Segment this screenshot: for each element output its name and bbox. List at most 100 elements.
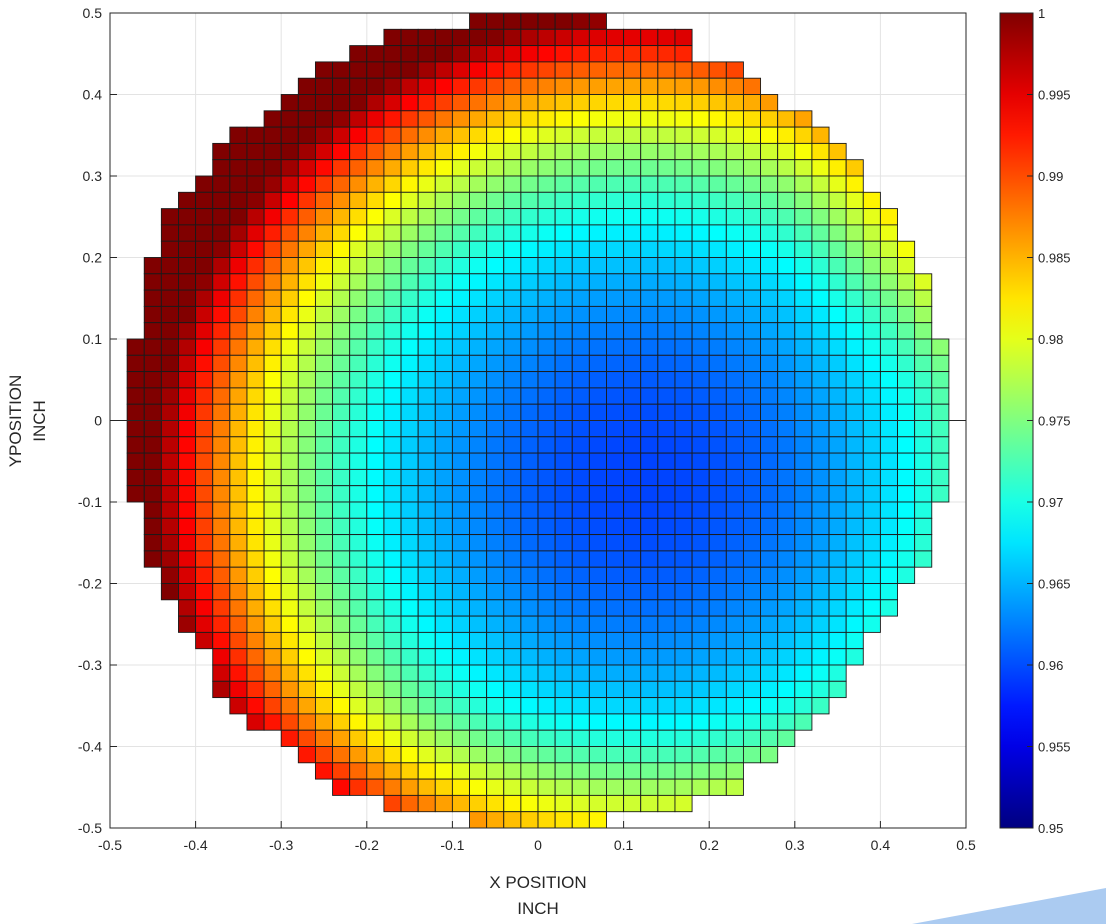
heatmap-cell xyxy=(469,28,488,47)
heatmap-cell xyxy=(777,648,796,666)
heatmap-cell xyxy=(794,697,813,715)
heatmap-cell xyxy=(725,142,744,161)
heatmap-cell xyxy=(451,110,470,128)
heatmap-cell xyxy=(314,468,334,487)
heatmap-cell xyxy=(571,762,590,780)
heatmap-cell xyxy=(417,778,436,796)
x-tick-label: 0.3 xyxy=(785,837,805,853)
heatmap-cell xyxy=(640,273,659,291)
heatmap-cell xyxy=(434,599,453,617)
heatmap-cell xyxy=(691,191,710,210)
heatmap-cell xyxy=(520,631,539,650)
heatmap-cell xyxy=(742,387,762,405)
heatmap-cell xyxy=(879,599,898,617)
heatmap-cell xyxy=(263,485,282,503)
heatmap-cell xyxy=(246,305,265,324)
heatmap-cell xyxy=(725,729,744,747)
heatmap-cell xyxy=(383,289,402,307)
heatmap-cell xyxy=(554,338,573,356)
heatmap-cell xyxy=(451,45,470,63)
heatmap-cell xyxy=(708,159,727,177)
heatmap-cell xyxy=(725,468,744,487)
heatmap-cell xyxy=(640,566,659,584)
heatmap-cell xyxy=(349,354,368,373)
heatmap-cell xyxy=(606,159,625,177)
heatmap-cell xyxy=(383,534,402,552)
heatmap-cell xyxy=(708,729,727,747)
heatmap-cell xyxy=(280,713,299,731)
heatmap-cell xyxy=(554,778,573,796)
heatmap-cell xyxy=(537,322,556,340)
heatmap-cell xyxy=(914,452,933,470)
heatmap-cell xyxy=(708,289,727,307)
heatmap-cell xyxy=(674,517,693,536)
heatmap-cell xyxy=(434,615,453,633)
heatmap-cell xyxy=(349,61,368,79)
heatmap-cell xyxy=(554,273,573,291)
heatmap-cell xyxy=(366,485,385,503)
heatmap-cell xyxy=(229,550,248,568)
heatmap-cell xyxy=(297,110,316,128)
heatmap-cell xyxy=(383,468,402,487)
heatmap-cell xyxy=(383,191,402,210)
heatmap-cell xyxy=(229,452,248,470)
heatmap-cell xyxy=(503,631,522,650)
heatmap-cell xyxy=(383,436,402,454)
heatmap-cell xyxy=(434,794,453,813)
heatmap-cell xyxy=(897,420,916,438)
heatmap-cell xyxy=(366,452,385,470)
heatmap-cell xyxy=(195,305,214,324)
heatmap-cell xyxy=(486,436,505,454)
heatmap-cell xyxy=(520,13,539,30)
heatmap-cell xyxy=(571,289,590,307)
heatmap-cell xyxy=(691,159,710,177)
heatmap-cell xyxy=(640,191,659,210)
heatmap-cell xyxy=(503,13,522,30)
heatmap-cell xyxy=(777,468,796,487)
heatmap-cell xyxy=(366,420,385,438)
heatmap-cell xyxy=(845,583,864,601)
heatmap-cell xyxy=(451,175,470,193)
heatmap-cell xyxy=(400,61,419,79)
heatmap-cell xyxy=(263,615,282,633)
heatmap-cell xyxy=(571,45,590,63)
heatmap-cell xyxy=(845,159,864,177)
colorbar-tick-label: 0.955 xyxy=(1038,740,1071,755)
heatmap-cell xyxy=(520,142,539,161)
heatmap-cell xyxy=(760,615,779,633)
heatmap-cell xyxy=(229,126,248,144)
heatmap-cell xyxy=(469,257,488,275)
heatmap-cell xyxy=(178,452,197,470)
heatmap-cell xyxy=(760,697,779,715)
heatmap-cell xyxy=(571,208,590,226)
heatmap-cell xyxy=(691,729,710,747)
heatmap-cell xyxy=(417,273,436,291)
heatmap-cell xyxy=(657,77,676,95)
heatmap-cell xyxy=(640,436,659,454)
heatmap-cell xyxy=(537,729,556,747)
heatmap-cell xyxy=(503,468,522,487)
heatmap-cell xyxy=(400,436,419,454)
heatmap-cell xyxy=(297,615,316,633)
heatmap-cell xyxy=(212,566,231,584)
heatmap-cell xyxy=(246,289,265,307)
heatmap-cell xyxy=(486,28,505,47)
heatmap-cell xyxy=(366,208,385,226)
heatmap-cell xyxy=(897,517,916,536)
y-tick-label: 0.2 xyxy=(83,250,103,266)
heatmap-cell xyxy=(606,778,625,796)
heatmap-cell xyxy=(862,501,881,519)
heatmap-cell xyxy=(811,257,830,275)
heatmap-cell xyxy=(366,142,385,161)
heatmap-cell xyxy=(794,501,813,519)
heatmap-cell xyxy=(588,794,607,813)
heatmap-cell xyxy=(691,371,710,389)
heatmap-cell xyxy=(657,648,676,666)
x-axis-label-line1: X POSITION xyxy=(489,873,586,892)
heatmap-cell xyxy=(366,664,385,682)
heatmap-cell xyxy=(691,305,710,324)
heatmap-cell xyxy=(811,631,830,650)
heatmap-cell xyxy=(195,420,214,438)
heatmap-cell xyxy=(263,338,282,356)
heatmap-cell xyxy=(674,387,693,405)
